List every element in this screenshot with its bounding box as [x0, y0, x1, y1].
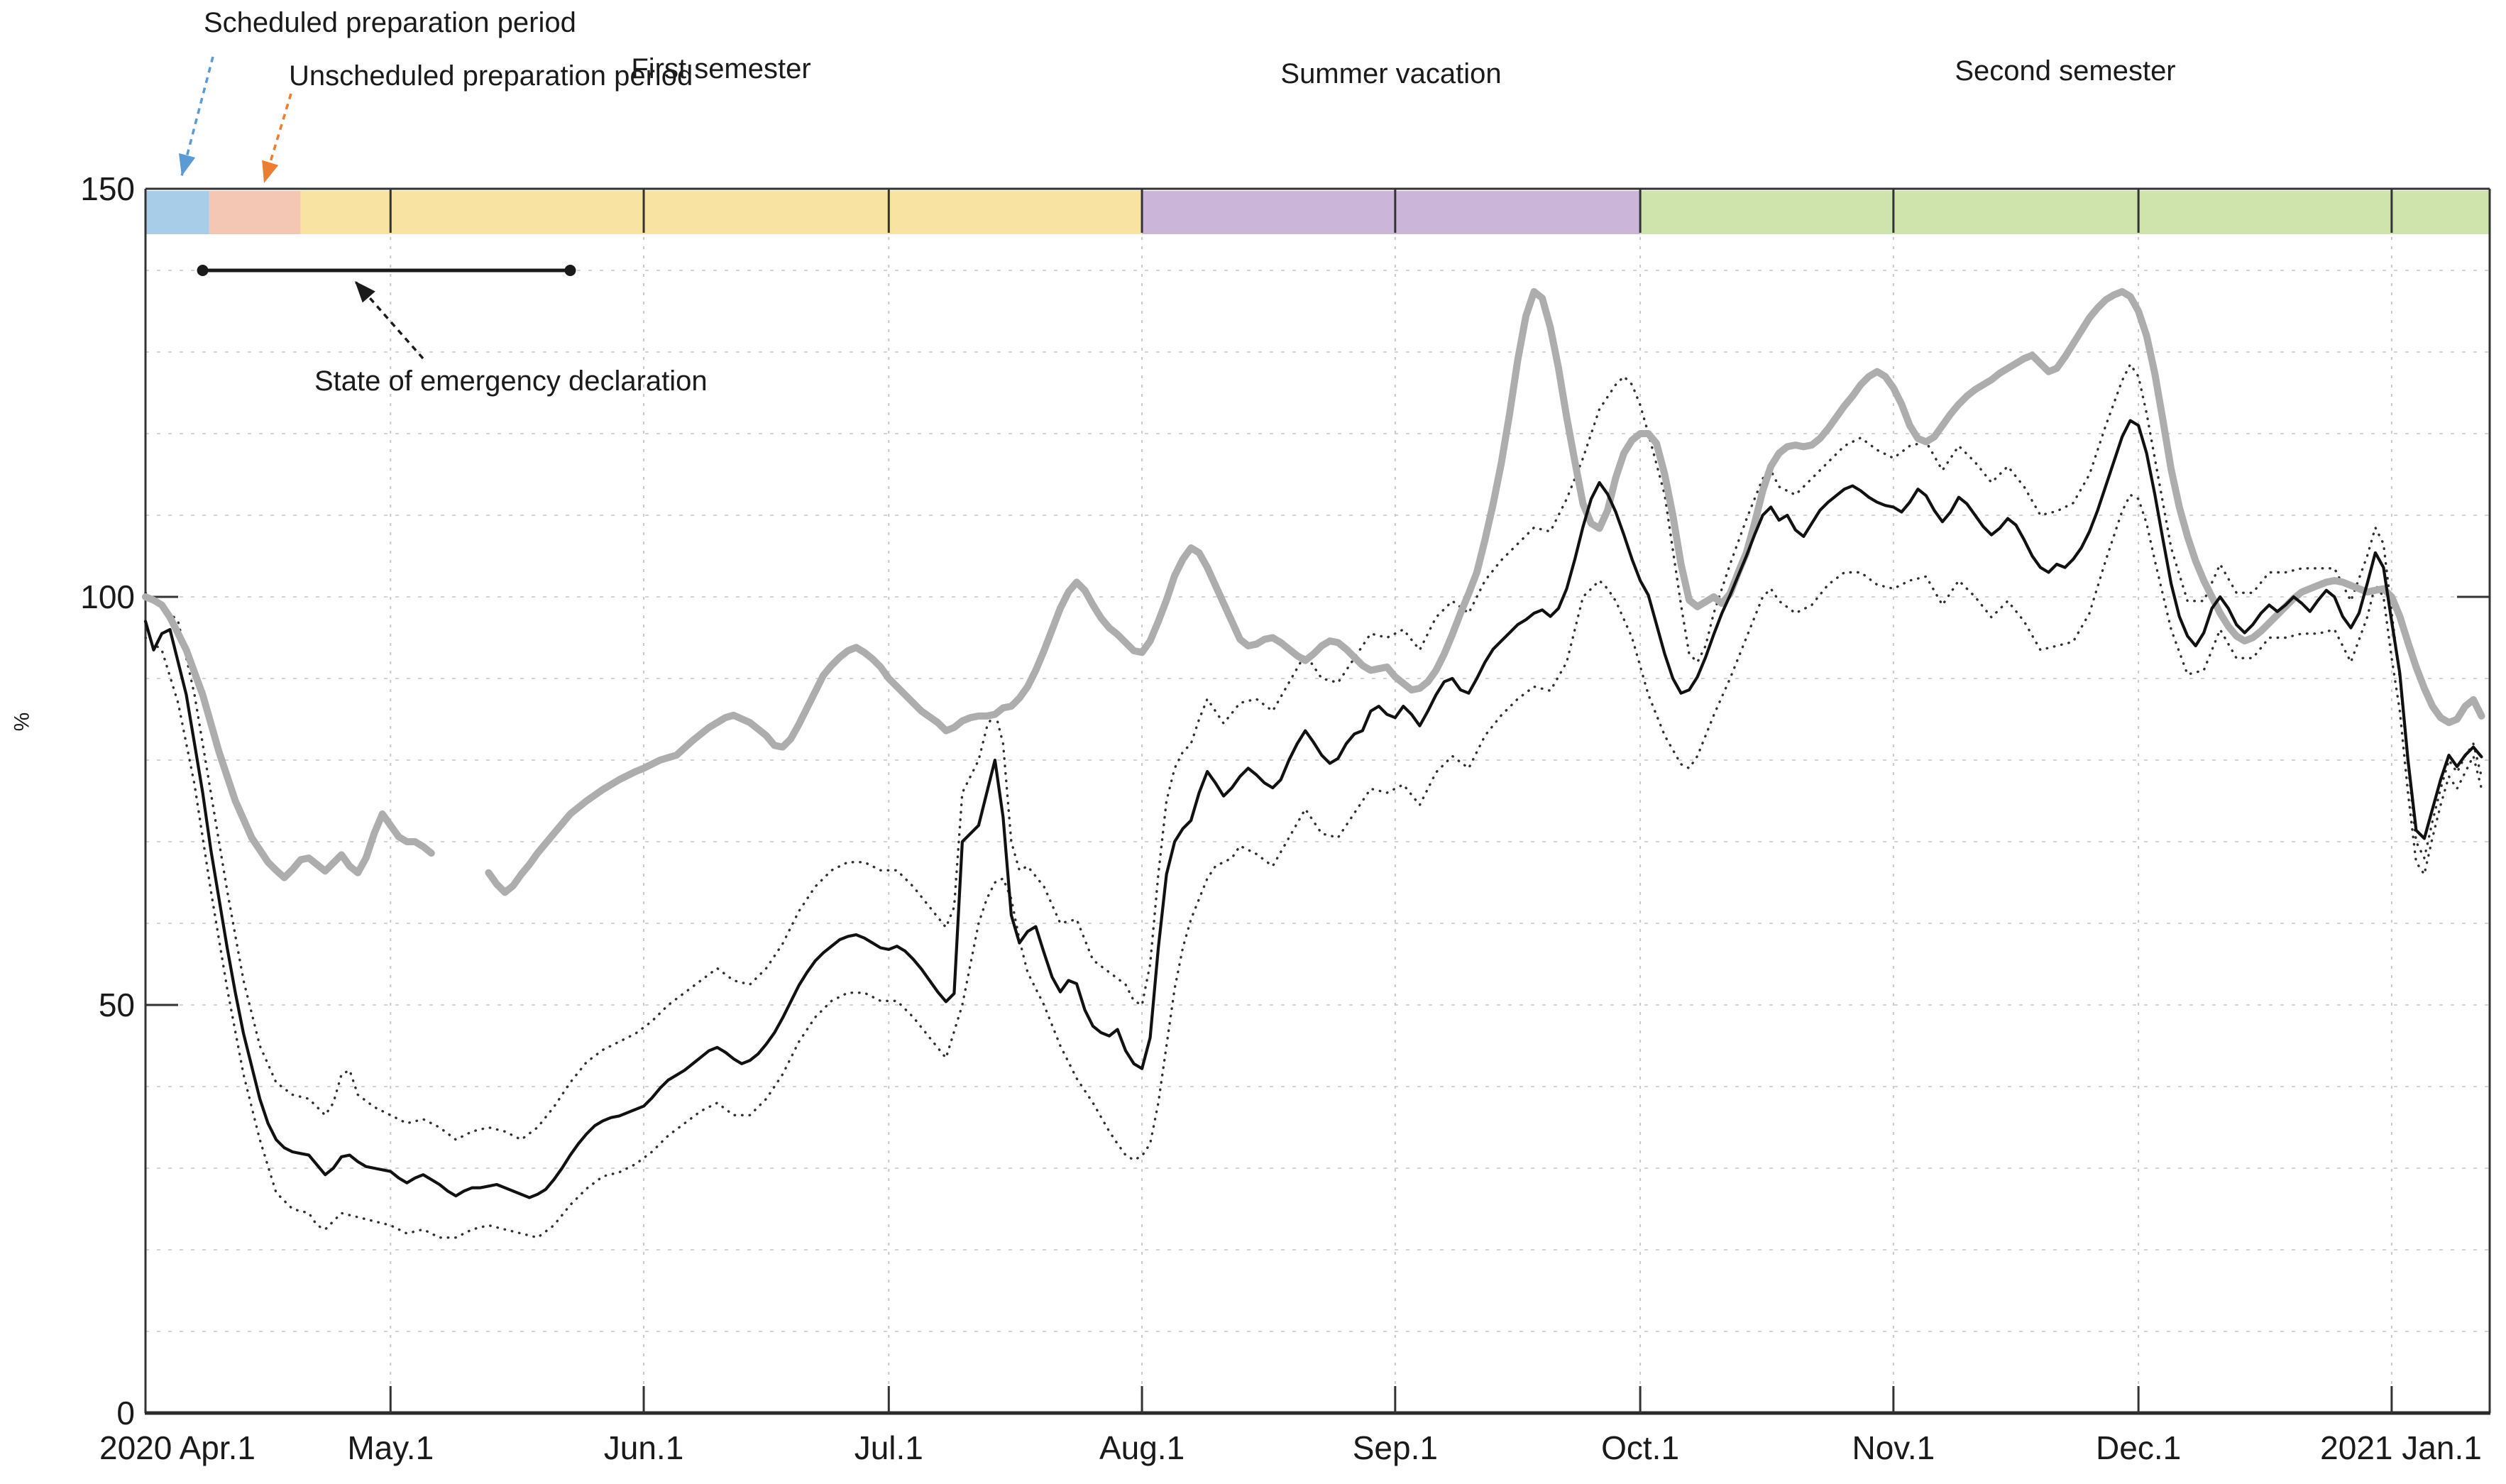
- series-dotted_upper: [144, 363, 2483, 1141]
- x-tick-label-jun-1: Jun.1: [603, 1429, 684, 1466]
- x-tick-label-apr-1: 2020 Apr.1: [99, 1429, 255, 1466]
- emergency-arrow-head: [355, 281, 375, 303]
- x-tick-label-aug-1: Aug.1: [1099, 1429, 1185, 1466]
- unscheduled-preparation-label: Unscheduled preparation period: [289, 60, 693, 92]
- unscheduled-arrow-head: [262, 160, 279, 183]
- y-tick-label-50: 50: [98, 986, 135, 1023]
- scheduled-arrow-head: [179, 153, 196, 176]
- period-band-second-semester: [1640, 191, 2490, 234]
- period-band-scheduled-preparation: [145, 191, 209, 234]
- y-tick-label-100: 100: [80, 578, 135, 615]
- series-gray_thick: [142, 593, 435, 881]
- scheduled-preparation-label: Scheduled preparation period: [204, 7, 576, 38]
- first-semester-label: First semester: [631, 53, 811, 84]
- y-axis-unit-label: %: [10, 712, 34, 732]
- period-band-summer-vacation: [1142, 191, 1641, 234]
- x-tick-label-dec-1: Dec.1: [2096, 1429, 2182, 1466]
- x-tick-label-oct-1: Oct.1: [1601, 1429, 1680, 1466]
- emergency-declaration-label: State of emergency declaration: [314, 365, 708, 397]
- series-black_solid: [143, 419, 2483, 1199]
- series-gray_thick: [485, 287, 2485, 896]
- y-tick-label-0: 0: [116, 1395, 135, 1431]
- series-dotted_lower: [144, 493, 2483, 1239]
- period-band-first-semester: [300, 191, 1143, 234]
- period-band-unscheduled-preparation: [209, 191, 301, 234]
- x-tick-label-may-1: May.1: [347, 1429, 434, 1466]
- summer-vacation-label: Summer vacation: [1280, 58, 1502, 89]
- emergency-end-dot: [564, 265, 576, 276]
- y-tick-label-150: 150: [80, 170, 135, 207]
- x-tick-label-jan-1: 2021 Jan.1: [2320, 1429, 2482, 1466]
- x-tick-label-sep-1: Sep.1: [1352, 1429, 1438, 1466]
- x-tick-label-nov-1: Nov.1: [1852, 1429, 1935, 1466]
- x-tick-label-jul-1: Jul.1: [854, 1429, 923, 1466]
- second-semester-label: Second semester: [1955, 55, 2176, 87]
- emergency-start-dot: [197, 265, 209, 276]
